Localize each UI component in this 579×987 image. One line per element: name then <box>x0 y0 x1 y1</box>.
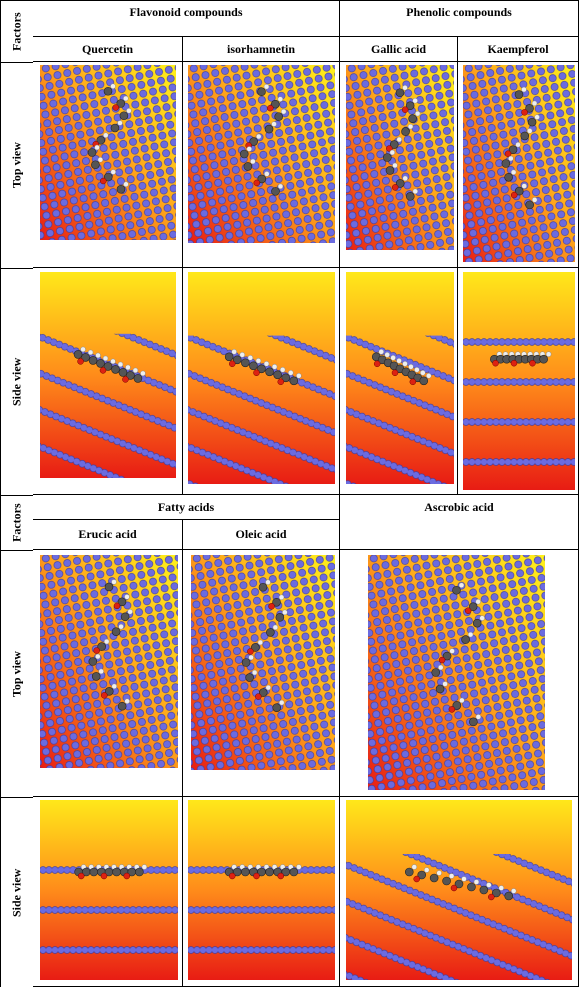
surface <box>40 333 176 478</box>
molecule <box>87 83 132 194</box>
compound-name: Oleic acid <box>183 520 340 550</box>
compound-name: Erucic acid <box>33 520 183 550</box>
molecule-render <box>40 272 176 478</box>
molecule-render <box>40 65 176 240</box>
molecule-render <box>346 272 454 484</box>
image-cell <box>33 550 183 797</box>
header-label: Factors <box>0 495 33 550</box>
molecule-render <box>40 555 178 768</box>
molecule <box>404 864 517 901</box>
image-cell <box>340 62 458 268</box>
molecule-render <box>188 800 335 980</box>
molecule <box>224 349 302 386</box>
image-cell <box>183 550 340 797</box>
row-label: Top view <box>0 62 33 268</box>
surface <box>188 335 335 484</box>
molecule-render <box>368 555 545 790</box>
molecule <box>88 579 133 711</box>
image-cell <box>183 62 340 268</box>
molecule-render <box>191 555 335 770</box>
molecule <box>73 346 146 383</box>
molecule <box>241 579 288 712</box>
molecule <box>74 864 148 880</box>
compound-name: isorhamnetin <box>183 37 340 62</box>
molecule-render <box>346 800 572 980</box>
molecule-render <box>346 65 454 250</box>
surface <box>346 854 572 980</box>
molecule-render <box>463 65 575 262</box>
molecule <box>490 351 552 367</box>
compound-name: Kaempferol <box>458 37 579 62</box>
molecule <box>239 83 287 196</box>
header-label: Factors <box>0 0 33 62</box>
group-title: Flavonoid compounds <box>33 0 340 37</box>
row-label: Side view <box>0 797 33 987</box>
molecule <box>501 86 540 210</box>
molecule <box>371 349 432 386</box>
molecule-render <box>40 800 178 980</box>
image-cell <box>33 62 183 268</box>
image-cell <box>183 268 340 495</box>
group-title: Ascrobic acid <box>340 495 579 550</box>
image-cell <box>33 268 183 495</box>
surface <box>346 335 454 484</box>
image-cell <box>340 268 458 495</box>
group-title: Phenolic compounds <box>340 0 579 37</box>
group-title: Fatty acids <box>33 495 340 520</box>
row-label: Side view <box>0 268 33 495</box>
row-label: Top view <box>0 550 33 797</box>
compound-name: Gallic acid <box>340 37 458 62</box>
molecule-render <box>188 272 335 484</box>
molecule-render <box>463 272 575 490</box>
molecule <box>383 85 421 201</box>
compound-name: Quercetin <box>33 37 183 62</box>
molecule <box>224 864 302 880</box>
molecule <box>431 582 485 727</box>
molecule-render <box>188 65 335 243</box>
